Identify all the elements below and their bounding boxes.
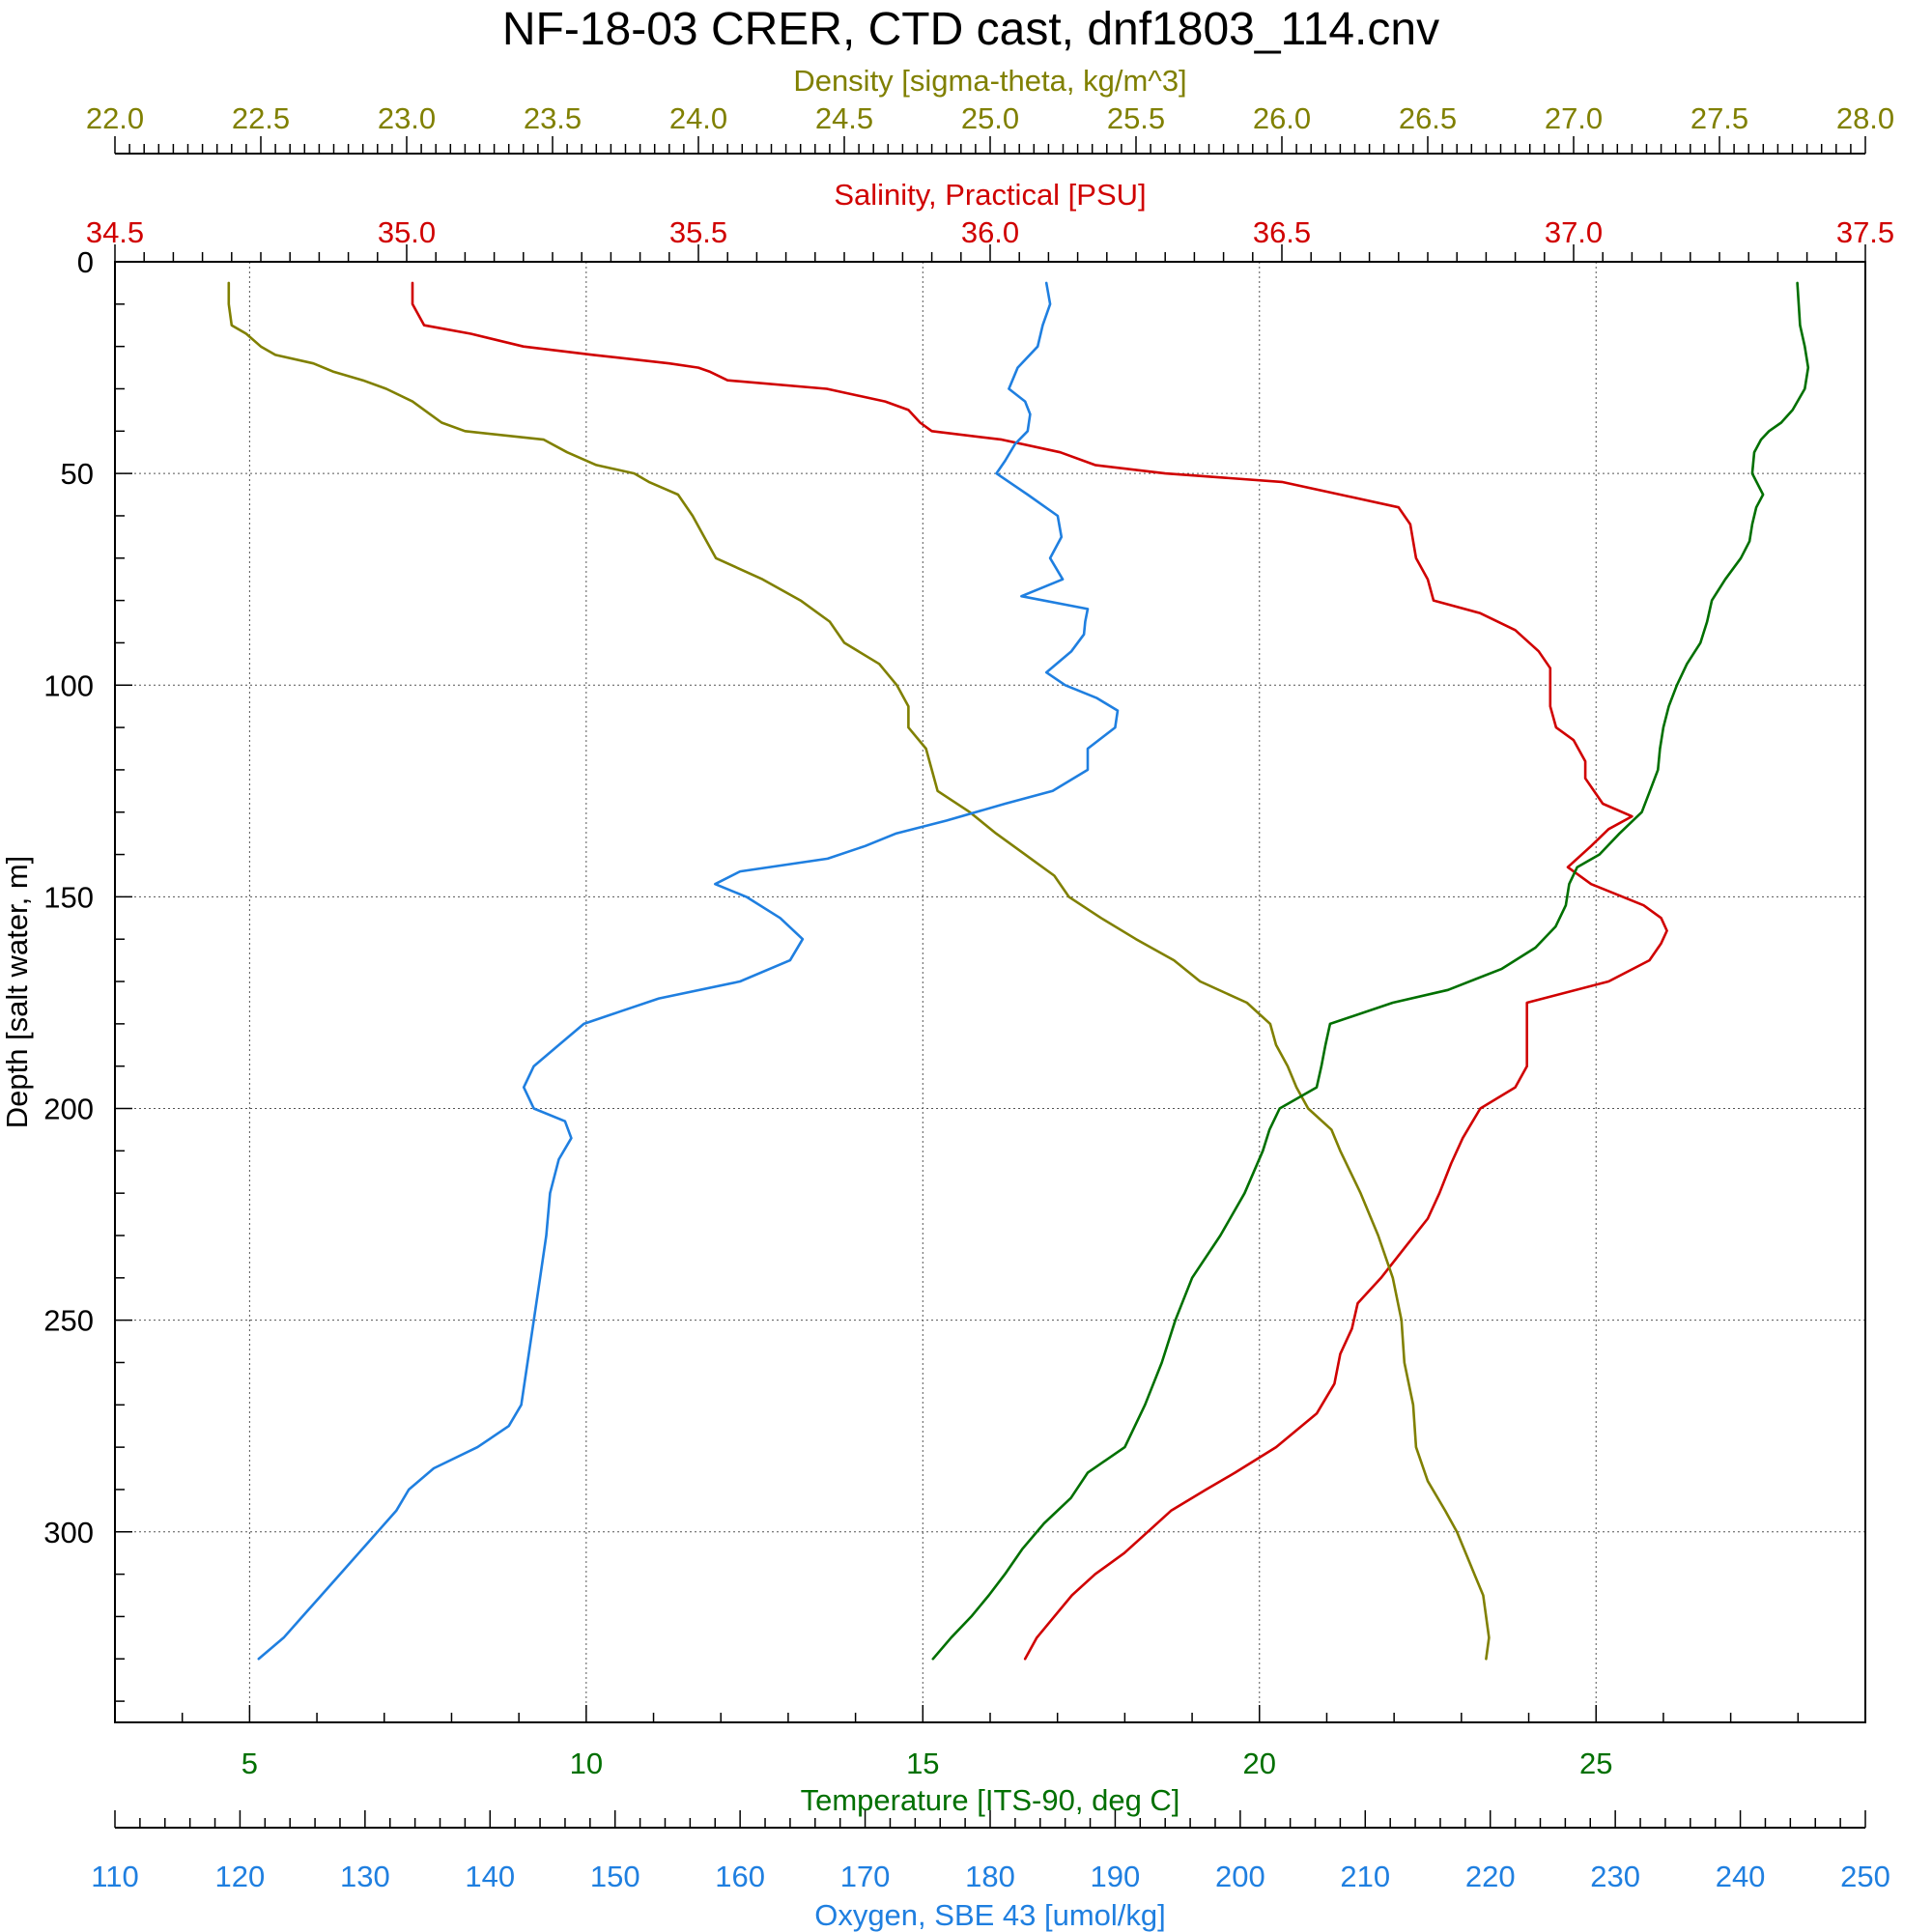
density-tick-label: 22.0 (86, 101, 144, 135)
temperature-tick-label: 5 (242, 1747, 258, 1780)
salinity-profile-line (411, 281, 1668, 1661)
temperature-profile-line (931, 281, 1810, 1661)
density-tick-label: 27.0 (1545, 101, 1603, 135)
density-tick-label: 27.5 (1690, 101, 1748, 135)
oxygen-tick-label: 230 (1590, 1860, 1640, 1893)
temperature-tick-label: 20 (1243, 1747, 1276, 1780)
depth-tick-label: 50 (61, 457, 94, 491)
oxygen-tick-label: 190 (1091, 1860, 1141, 1893)
oxygen-tick-label: 170 (840, 1860, 891, 1893)
depth-tick-label: 250 (43, 1304, 94, 1338)
oxygen-tick-label: 110 (91, 1860, 138, 1893)
chart-title: NF-18-03 CRER, CTD cast, dnf1803_114.cnv (502, 4, 1439, 55)
oxygen-tick-label: 200 (1215, 1860, 1265, 1893)
density-axis: Density [sigma-theta, kg/m^3] 22.0 22.5 23… (86, 64, 1894, 155)
density-tick-label: 23.0 (378, 101, 436, 135)
density-tick-label: 28.0 (1836, 101, 1894, 135)
depth-tick-label: 0 (77, 245, 94, 279)
salinity-axis-label: Salinity, Practical [PSU] (834, 178, 1146, 212)
density-tick-label: 25.0 (961, 101, 1019, 135)
density-tick-label: 26.5 (1399, 101, 1457, 135)
salinity-tick-label: 37.5 (1836, 215, 1894, 249)
depth-tick-label: 300 (43, 1516, 94, 1549)
grid-lines (115, 262, 1865, 1722)
salinity-tick-label: 35.5 (669, 215, 727, 249)
density-tick-label: 26.0 (1253, 101, 1311, 135)
oxygen-tick-label: 240 (1716, 1860, 1766, 1893)
depth-axis: Depth [salt water, m] 0 50 100 150 200 250 300 (0, 245, 132, 1702)
density-profile-line (227, 281, 1491, 1661)
oxygen-profile-line (257, 281, 1120, 1661)
oxygen-tick-label: 210 (1340, 1860, 1390, 1893)
density-tick-label: 25.5 (1107, 101, 1165, 135)
depth-tick-label: 200 (43, 1093, 94, 1126)
oxygen-tick-label: 120 (215, 1860, 266, 1893)
salinity-tick-label: 34.5 (86, 215, 144, 249)
salinity-tick-label: 36.5 (1253, 215, 1311, 249)
density-tick-label: 22.5 (232, 101, 290, 135)
temperature-tick-label: 25 (1579, 1747, 1612, 1780)
salinity-tick-label: 35.0 (378, 215, 436, 249)
density-tick-label: 24.0 (669, 101, 727, 135)
oxygen-tick-label: 150 (590, 1860, 640, 1893)
oxygen-axis-label: Oxygen, SBE 43 [umol/kg] (814, 1898, 1166, 1932)
salinity-tick-label: 36.0 (961, 215, 1019, 249)
salinity-tick-label: 37.0 (1545, 215, 1603, 249)
oxygen-tick-label: 250 (1840, 1860, 1890, 1893)
depth-axis-label: Depth [salt water, m] (0, 856, 34, 1129)
oxygen-tick-label: 220 (1465, 1860, 1516, 1893)
oxygen-tick-label: 180 (965, 1860, 1015, 1893)
depth-tick-label: 150 (43, 880, 94, 914)
temperature-tick-label: 15 (906, 1747, 939, 1780)
temperature-tick-label: 10 (570, 1747, 603, 1780)
salinity-axis: Salinity, Practical [PSU] 34.5 35.0 35.5 36… (86, 178, 1894, 262)
density-axis-label: Density [sigma-theta, kg/m^3] (793, 64, 1186, 98)
oxygen-axis: Oxygen, SBE 43 [umol/kg] 110 120 130 140 150… (91, 1810, 1890, 1932)
oxygen-tick-label: 140 (465, 1860, 515, 1893)
oxygen-tick-label: 160 (715, 1860, 765, 1893)
oxygen-tick-label: 130 (340, 1860, 390, 1893)
depth-tick-label: 100 (43, 668, 94, 702)
density-tick-label: 24.5 (815, 101, 873, 135)
series-layer (227, 281, 1810, 1661)
density-tick-label: 23.5 (524, 101, 582, 135)
